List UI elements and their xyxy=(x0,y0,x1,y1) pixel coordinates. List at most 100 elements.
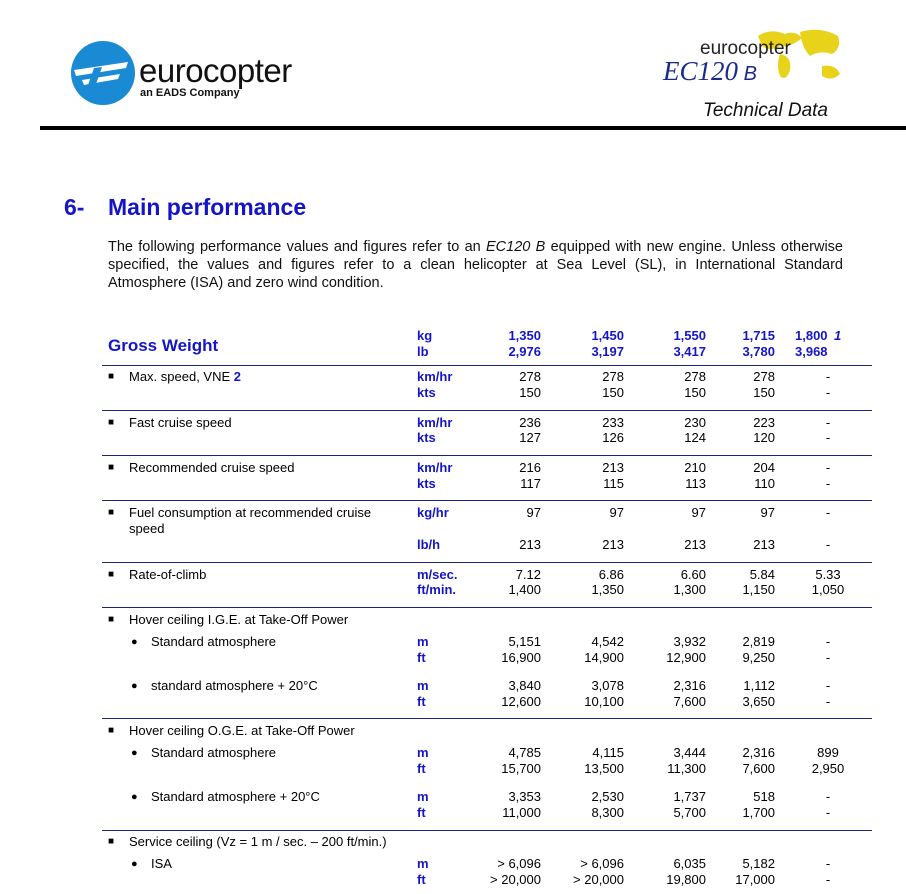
value: 6.86 xyxy=(598,567,624,582)
unit: km/hr xyxy=(417,460,453,475)
bullet: ■ xyxy=(108,614,115,625)
value: 150 xyxy=(602,385,624,400)
model-suffix: B xyxy=(743,63,757,85)
rule xyxy=(102,455,872,456)
bullet: ■ xyxy=(108,462,115,473)
header-weight: 2,976 xyxy=(508,344,541,359)
value: - xyxy=(825,476,831,491)
value: 236 xyxy=(519,415,541,430)
intro: The following performance values and fig… xyxy=(108,238,843,292)
value: 213 xyxy=(684,537,706,552)
bullet: ● xyxy=(131,858,138,870)
value: 6,035 xyxy=(673,856,706,871)
value: - xyxy=(825,856,831,871)
value: 518 xyxy=(753,789,775,804)
value: - xyxy=(825,430,831,445)
value: 1,400 xyxy=(508,582,541,597)
unit: ft xyxy=(417,872,426,887)
label-text: Fuel consumption at recommended cruise s… xyxy=(129,505,372,536)
value: 233 xyxy=(602,415,624,430)
value: 2,530 xyxy=(591,789,624,804)
value: 12,600 xyxy=(501,694,541,709)
unit: lb/h xyxy=(417,537,441,552)
value: 10,100 xyxy=(584,694,624,709)
rule xyxy=(102,500,872,501)
header-weight: 1,450 xyxy=(591,328,624,343)
row-label: Max. speed, VNE 2 xyxy=(129,369,399,385)
value: 1,150 xyxy=(742,582,775,597)
row-label: Fast cruise speed xyxy=(129,415,399,431)
value: - xyxy=(825,805,831,820)
unit: km/hr xyxy=(417,415,453,430)
value: > 20,000 xyxy=(490,872,541,887)
unit: ft xyxy=(417,805,426,820)
value: 5.84 xyxy=(749,567,775,582)
intro-text: equipped with new engine. Unless otherwi… xyxy=(108,239,843,291)
value: 1,050 xyxy=(811,582,845,597)
value: 97 xyxy=(691,505,706,520)
rule xyxy=(102,718,872,719)
intro-model: EC120 B xyxy=(486,239,546,255)
value: 6.60 xyxy=(680,567,706,582)
value: 17,000 xyxy=(735,872,775,887)
rule xyxy=(102,365,872,366)
label-text: Max. speed, VNE xyxy=(129,369,231,384)
value: 3,444 xyxy=(673,745,706,760)
item-label: Standard atmosphere xyxy=(151,745,277,760)
unit: ft xyxy=(417,761,426,776)
header-unit: kg xyxy=(417,328,433,343)
value: 97 xyxy=(609,505,624,520)
value: 5,151 xyxy=(508,634,541,649)
value: 210 xyxy=(684,460,706,475)
item-label: Standard atmosphere xyxy=(151,634,277,649)
value: 113 xyxy=(685,476,706,491)
value: 2,316 xyxy=(673,678,706,693)
value: 213 xyxy=(602,460,624,475)
value: 3,353 xyxy=(508,789,541,804)
value: 14,900 xyxy=(584,650,624,665)
value: 150 xyxy=(519,385,541,400)
row-label: Hover ceiling I.G.E. at Take-Off Power xyxy=(129,612,399,628)
header-weight: 3,780 xyxy=(742,344,775,359)
value: 11,000 xyxy=(502,805,541,820)
value: 3,078 xyxy=(591,678,624,693)
logo-mark xyxy=(71,41,135,105)
value: 7.12 xyxy=(515,567,541,582)
value: 7,600 xyxy=(742,761,775,776)
label-text: Hover ceiling O.G.E. at Take-Off Power xyxy=(129,723,355,738)
value: 150 xyxy=(753,385,775,400)
value: 7,600 xyxy=(673,694,706,709)
label-text: Rate-of-climb xyxy=(129,567,207,582)
value: - xyxy=(825,505,831,520)
row-label: Rate-of-climb xyxy=(129,567,399,583)
header-label: Gross Weight xyxy=(108,336,219,355)
value: - xyxy=(825,634,831,649)
value: 12,900 xyxy=(666,650,706,665)
value: - xyxy=(825,650,831,665)
value: 2,316 xyxy=(742,745,775,760)
intro-text: The following performance values and fig… xyxy=(108,239,486,255)
value: 1,737 xyxy=(673,789,706,804)
value: 117 xyxy=(520,476,541,491)
unit: m xyxy=(417,745,429,760)
header-weight: 3,417 xyxy=(673,344,706,359)
item-label: Standard atmosphere + 20°C xyxy=(151,789,320,804)
value: 2,819 xyxy=(742,634,775,649)
doc-title: Technical Data xyxy=(703,100,828,121)
value: 124 xyxy=(684,430,706,445)
value: > 6,096 xyxy=(580,856,624,871)
row-label: Fuel consumption at recommended cruise s… xyxy=(129,505,399,537)
value: 899 xyxy=(817,745,839,760)
header-weight: 3,197 xyxy=(591,344,624,359)
bullet: ■ xyxy=(108,417,115,428)
value: 230 xyxy=(684,415,706,430)
logo-sub: an EADS Company xyxy=(140,87,240,99)
value: - xyxy=(825,537,831,552)
value: 5.33 xyxy=(815,567,841,582)
unit: km/hr xyxy=(417,369,453,384)
row-label: Recommended cruise speed xyxy=(129,460,399,476)
value: - xyxy=(825,872,831,887)
value: 4,115 xyxy=(592,745,624,760)
bullet: ■ xyxy=(108,569,115,580)
header-unit: lb xyxy=(417,344,429,359)
